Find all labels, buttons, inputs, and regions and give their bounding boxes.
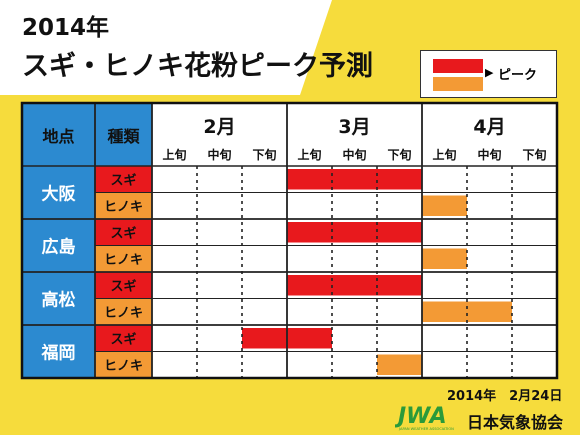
peak-bar [422,248,467,269]
jwa-logo-subtext: JAPAN WEATHER ASSOCIATION [398,427,454,431]
species-cell [95,298,152,325]
legend-swatch-sugi [433,59,483,73]
species-label: スギ [110,172,136,188]
location-cell [22,325,95,378]
header-location: 地点 [42,127,74,146]
period-header: 下旬 [387,147,411,162]
species-label: スギ [110,278,136,294]
month-header: 4月 [473,116,505,138]
forecast-date: 2014年 2月24日 [447,389,563,404]
peak-bar [287,222,422,243]
species-cell [95,272,152,299]
header-band [22,103,152,166]
peak-bar [422,195,467,216]
species-label: ヒノキ [104,306,143,321]
species-cell [95,351,152,378]
location-label: 大阪 [42,184,76,205]
species-cell [95,219,152,246]
title-banner [0,0,332,95]
legend: ▶ ピーク [420,50,557,98]
species-label: スギ [110,331,136,347]
location-cell [22,219,95,272]
species-label: ヒノキ [104,200,143,215]
location-label: 広島 [42,237,76,258]
month-header: 2月 [203,116,235,138]
location-cell [22,166,95,219]
period-header: 上旬 [432,147,456,162]
legend-arrow-icon: ▶ [485,66,494,79]
period-header: 下旬 [522,147,546,162]
page-title: スギ・ヒノキ花粉ピーク予測 [22,51,373,82]
peak-bar [422,301,512,322]
species-label: ヒノキ [104,253,143,268]
species-label: ヒノキ [104,359,143,374]
species-label: スギ [110,225,136,241]
legend-label: ピーク [498,68,538,83]
location-cell [22,272,95,325]
peak-bar [377,354,422,375]
header-species: 種類 [107,127,140,146]
species-cell [95,192,152,219]
legend-swatch-hinoki [433,77,483,91]
location-label: 高松 [42,290,76,311]
month-header: 3月 [338,116,370,138]
title-year: 2014年 [22,15,110,41]
table-border [20,101,559,380]
period-header: 中旬 [207,147,231,162]
period-header: 上旬 [162,147,186,162]
period-header: 下旬 [252,147,276,162]
peak-bar [287,275,422,296]
location-label: 福岡 [41,343,76,364]
species-cell [95,325,152,352]
period-header: 中旬 [342,147,366,162]
peak-bar [287,169,422,190]
jwa-logo-text: JWA [395,404,447,429]
species-cell [95,166,152,193]
period-header: 上旬 [297,147,321,162]
species-cell [95,245,152,272]
jwa-logo: JWA JAPAN WEATHER ASSOCIATION [395,404,454,431]
organization-name: 日本気象協会 [467,413,564,432]
period-header: 中旬 [477,147,501,162]
